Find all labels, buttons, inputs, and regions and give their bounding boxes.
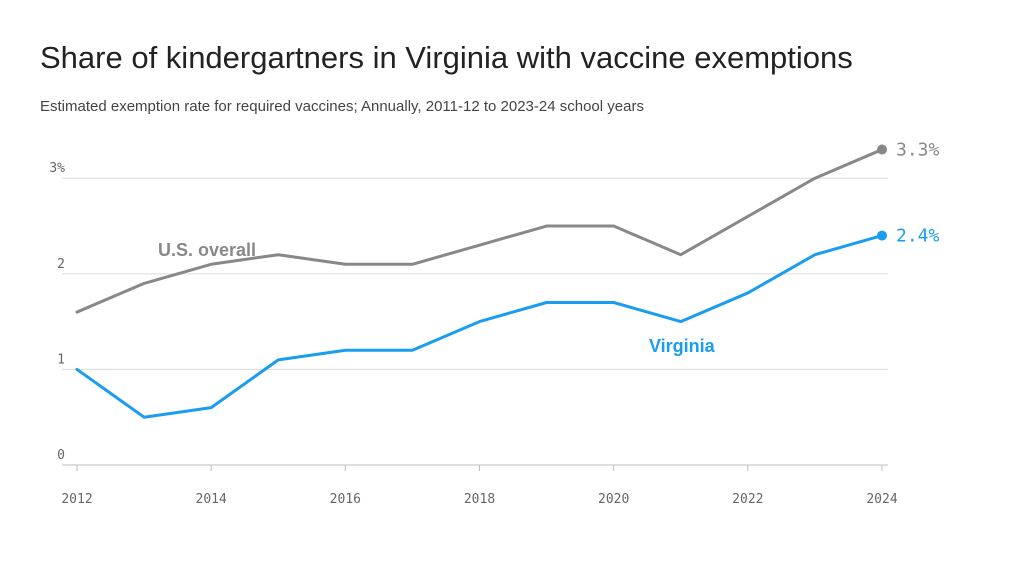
x-tick-label: 2016 [330,492,361,507]
series-name-virginia: Virginia [649,336,716,356]
series-line-virginia [75,234,884,419]
x-tick-label: 2022 [732,492,763,507]
y-tick-label: 1 [57,352,65,367]
series-end-label: 2.4% [896,226,940,247]
x-axis: 2012 2014 2016 2018 2020 2022 2024 [61,465,898,507]
series-end-point [877,144,887,155]
y-axis: 0 1 2 3% [49,161,65,463]
x-tick-label: 2012 [61,492,92,507]
series-end-point [877,230,887,241]
gridlines [62,177,888,466]
series-lines [75,144,887,419]
chart-subtitle: Estimated exemption rate for required va… [40,98,644,115]
x-tick-label: 2018 [464,492,495,507]
chart-title: Share of kindergartners in Virginia with… [40,40,853,75]
x-tick-label: 2014 [196,492,227,507]
y-tick-label: 2 [57,257,65,272]
series-end-label: 3.3% [896,140,940,161]
x-tick-label: 2020 [598,492,629,507]
y-tick-label: 3% [49,161,65,176]
series-name-us-overall: U.S. overall [158,240,256,260]
series-labels: 3.3% 2.4% U.S. overall Virginia [158,140,940,356]
series-line-us-overall [75,148,884,314]
x-tick-label: 2024 [866,492,897,507]
y-tick-label: 0 [57,448,65,463]
